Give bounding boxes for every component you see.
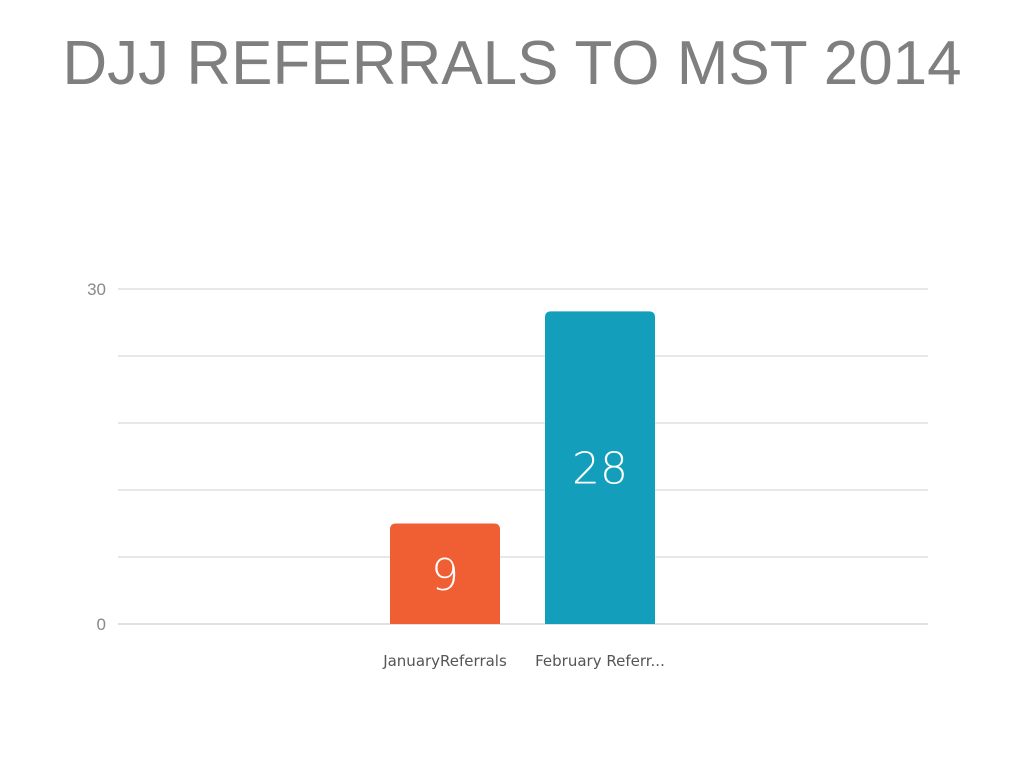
x-tick-label: February Referr... bbox=[535, 652, 665, 670]
x-tick-label: JanuaryReferrals bbox=[382, 652, 507, 670]
bar bbox=[545, 311, 655, 624]
bar bbox=[390, 523, 500, 624]
data-label: 9 bbox=[431, 550, 459, 601]
chart-title: DJJ REFERRALS TO MST 2014 bbox=[62, 29, 962, 98]
data-label: 28 bbox=[572, 444, 628, 495]
y-tick-label: 30 bbox=[87, 280, 106, 299]
y-tick-label: 0 bbox=[97, 615, 106, 634]
